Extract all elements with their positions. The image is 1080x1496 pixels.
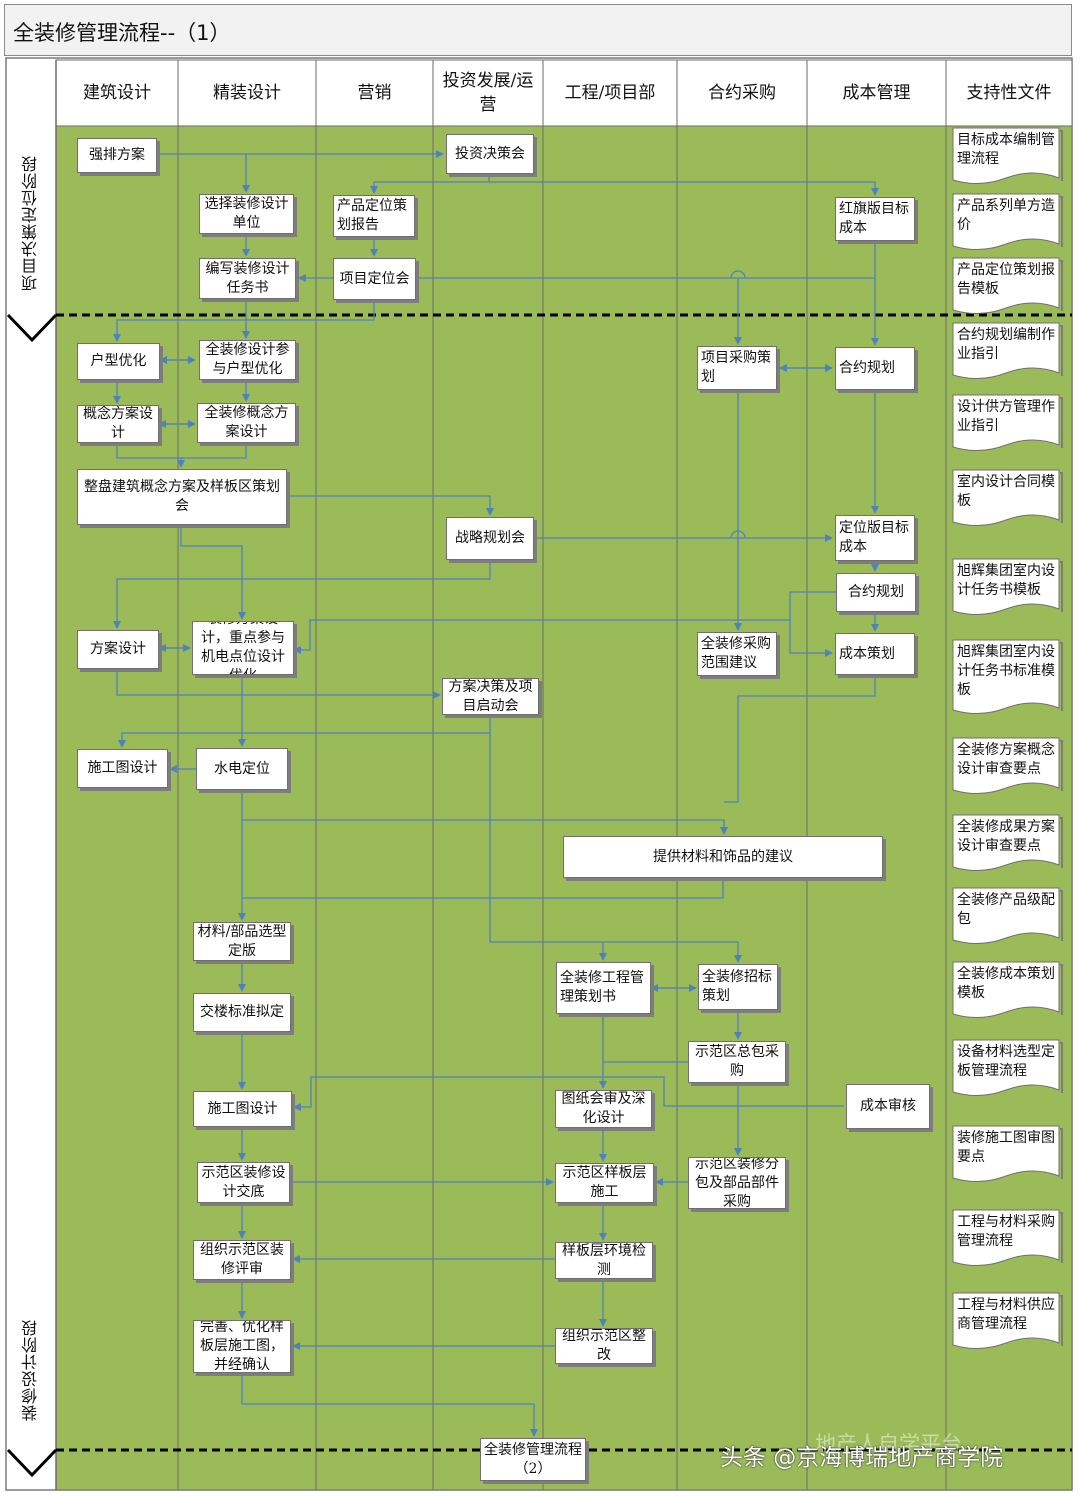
doc-shape: [952, 558, 1060, 615]
node-fangan-arch: 方案设计: [77, 630, 159, 669]
node-touzi-juece: 投资决策会: [446, 134, 534, 174]
watermark-faded: 地产人自学平台: [815, 1432, 962, 1456]
doc-item: 工程与材料采购管理流程: [957, 1214, 1055, 1249]
lane-header-docs: 支持性文件: [966, 83, 1052, 103]
node-heyue-guihua-2: 合约规划: [836, 573, 916, 612]
doc-shape: [952, 257, 1060, 314]
node-heyue-guihua-1: 合约规划: [835, 347, 915, 390]
title-bar: 全装修管理流程--（1）: [4, 4, 1072, 56]
doc-item: 设备材料选型定板管理流程: [957, 1044, 1055, 1079]
node-yangbanceng-shigong: 示范区样板层施工: [555, 1163, 654, 1203]
connector-lines: [113, 150, 879, 1437]
lane-headers: [55, 59, 1073, 127]
node-liucheng-2: 全装修管理流程（2）: [480, 1438, 586, 1481]
doc-shape: [952, 1292, 1060, 1349]
line-hops: [730, 270, 746, 539]
node-cailiao-jianyi: 提供材料和饰品的建议: [563, 836, 883, 878]
node-chengben-shenhe: 成本审核: [846, 1084, 930, 1129]
doc-item: 设计供方管理作业指引: [957, 399, 1055, 434]
node-pingshen: 组织示范区装修评审: [193, 1240, 291, 1280]
node-zhuangxiu-fangan: 装修方案设计，重点参与机电点位设计优化: [192, 621, 294, 675]
node-hongqi-chengben: 红旗版目标成本: [835, 197, 915, 241]
lane-header-arch: 建筑设计: [83, 83, 151, 103]
page-title: 全装修管理流程--（1）: [13, 21, 231, 45]
node-gainian-arch: 概念方案设计: [77, 405, 159, 443]
doc-item: 旭辉集团室内设计任务书标准模板: [957, 644, 1055, 698]
node-shigongtu-arch: 施工图设计: [77, 749, 168, 788]
node-xiangmu-dingwei: 项目定位会: [333, 258, 416, 300]
node-zhaobiao-cehua: 全装修招标策划: [698, 964, 778, 1010]
doc-item: 全装修成果方案设计审查要点: [957, 819, 1055, 854]
doc-shapes: [952, 127, 1063, 1349]
node-canyu-huxing: 全装修设计参与户型优化: [199, 340, 296, 380]
doc-shape: [952, 887, 1060, 944]
doc-item: 全装修成本策划模板: [957, 966, 1055, 1001]
node-fenbao-caigou: 示范区装修分包及部品部件采购: [688, 1157, 786, 1209]
phase-chevron-2: [6, 1448, 58, 1478]
node-dingwei-chengben: 定位版目标成本: [835, 515, 915, 561]
phase-chevron-1: [6, 313, 58, 343]
node-qiangpai: 强排方案: [77, 138, 157, 173]
doc-shape: [952, 394, 1060, 451]
doc-shape: [952, 814, 1060, 871]
lane-header-marketing: 营销: [357, 83, 392, 103]
node-shuidian: 水电定位: [196, 748, 288, 790]
doc-item: 室内设计合同模板: [957, 474, 1055, 509]
watermark: 头条 @京海博瑞地产商学院: [720, 1445, 1004, 1471]
node-bianxie-renwu: 编写装修设计任务书: [199, 258, 296, 299]
node-chengben-cehua: 成本策划: [835, 633, 915, 675]
doc-shape: [952, 1209, 1060, 1266]
doc-shape: [952, 193, 1060, 250]
doc-shape: [952, 1039, 1060, 1096]
doc-item: 产品定位策划报告模板: [957, 262, 1055, 297]
phase-label-decision: 项目决策定位阶段: [21, 154, 40, 291]
doc-shape: [952, 961, 1060, 1018]
doc-shape: [952, 469, 1060, 526]
node-cailiao-xuanxing: 材料/部品选型定版: [193, 922, 291, 961]
node-sheji-jiaodi: 示范区装修设计交底: [197, 1162, 290, 1203]
doc-item: 全装修方案概念设计审查要点: [957, 742, 1055, 777]
doc-shape: [952, 639, 1060, 714]
doc-shape: [952, 322, 1060, 379]
node-zhanlue: 战略规划会: [446, 517, 534, 560]
doc-shape: [952, 737, 1060, 794]
node-jiaolou: 交楼标准拟定: [193, 993, 291, 1032]
node-zhenggai: 组织示范区整改: [555, 1328, 653, 1364]
doc-item: 产品系列单方造价: [957, 198, 1055, 233]
lane-header-procurement: 合约采购: [708, 83, 776, 103]
lane-header-interior: 精装设计: [213, 83, 281, 103]
node-shigongtu-interior: 施工图设计: [193, 1091, 292, 1127]
node-caigou-fanwei: 全装修采购范围建议: [697, 632, 777, 676]
node-gainian-interior: 全装修概念方案设计: [197, 403, 296, 443]
node-fangan-juece: 方案决策及项目启动会: [442, 678, 539, 715]
node-gongcheng-cehua: 全装修工程管理策划书: [556, 962, 651, 1014]
lane-backgrounds: [55, 125, 1073, 1491]
doc-item: 工程与材料供应商管理流程: [957, 1297, 1055, 1332]
lane-header-engineering: 工程/项目部: [564, 83, 656, 103]
node-tuzhi-huishen: 图纸会审及深化设计: [555, 1090, 652, 1128]
phase-label-design: 装修设计阶段: [21, 1319, 40, 1421]
node-chanpin-baogao: 产品定位策划报告: [333, 195, 415, 237]
node-zhengpan: 整盘建筑概念方案及样板区策划会: [77, 469, 287, 525]
doc-shape: [952, 1125, 1060, 1182]
doc-item: 装修施工图审图要点: [957, 1130, 1055, 1165]
doc-item: 旭辉集团室内设计任务书模板: [957, 563, 1055, 598]
doc-item: 合约规划编制作业指引: [957, 327, 1055, 362]
node-huxing: 户型优化: [77, 343, 160, 380]
node-huanjing-jiance: 样板层环境检测: [555, 1242, 653, 1279]
lane-header-invest: 投资发展/运营: [442, 71, 534, 115]
node-xuanze-danwei: 选择装修设计单位: [199, 194, 294, 234]
node-shifan-zongbao: 示范区总包采购: [688, 1041, 786, 1083]
doc-item: 全装修产品级配包: [957, 892, 1055, 927]
doc-shape: [952, 127, 1060, 184]
node-wanshan: 完善、优化样板层施工图，并经确认: [193, 1320, 291, 1373]
doc-item: 目标成本编制管理流程: [957, 132, 1055, 167]
lane-header-cost: 成本管理: [842, 83, 911, 103]
node-caigou-cehua: 项目采购策划: [697, 346, 777, 390]
